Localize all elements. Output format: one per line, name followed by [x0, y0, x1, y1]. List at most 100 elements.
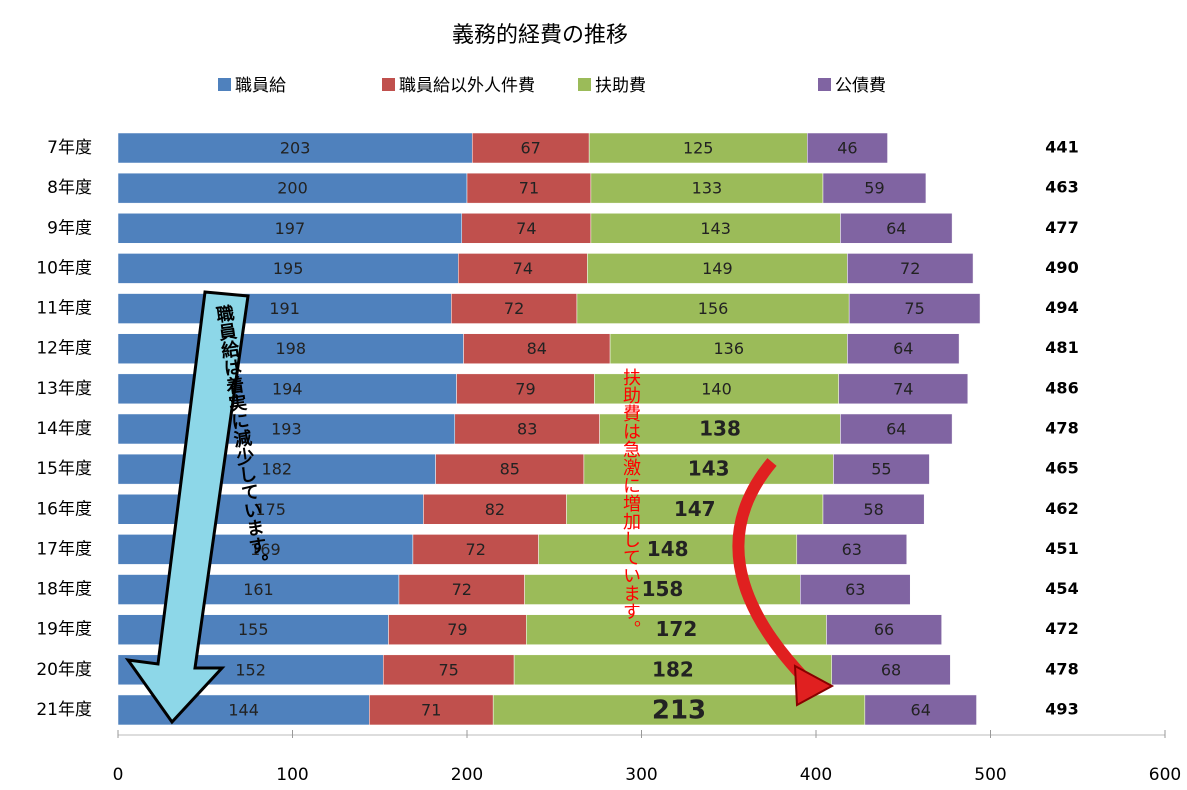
bar-value-label: 200: [277, 179, 308, 198]
bar-value-label: 84: [527, 339, 547, 358]
total-label: 451: [1045, 539, 1078, 558]
bar-segment: [117, 534, 414, 565]
total-label: 494: [1045, 298, 1078, 317]
bar-segment: [831, 654, 951, 686]
bar-value-label: 158: [642, 577, 684, 601]
legend-swatch: [382, 78, 395, 91]
bar-segment: [117, 132, 473, 164]
x-tick-label: 0: [113, 765, 124, 785]
bar-value-label: 71: [421, 700, 441, 719]
x-tick-label: 200: [451, 765, 483, 785]
bar-segment: [822, 494, 925, 525]
y-tick-label: 13年度: [36, 379, 92, 399]
bar-value-label: 79: [447, 620, 467, 639]
bar-value-label: 63: [845, 580, 865, 599]
y-tick-label: 20年度: [36, 660, 92, 680]
y-tick-label: 17年度: [36, 539, 92, 559]
bar-segment: [609, 333, 848, 364]
bar-segment: [117, 172, 468, 204]
bar-segment: [117, 494, 424, 525]
bar-value-label: 138: [699, 416, 741, 440]
bar-value-label: 75: [438, 660, 458, 679]
bar-value-label: 182: [652, 657, 694, 681]
bar-segment: [398, 574, 525, 605]
bar-value-label: 125: [683, 139, 714, 158]
bar-value-label: 72: [504, 299, 524, 318]
bar-value-label: 63: [842, 540, 862, 559]
bar-segment: [599, 413, 841, 445]
bar-segment: [796, 534, 907, 565]
bar-value-label: 161: [243, 580, 274, 599]
y-tick-label: 10年度: [36, 258, 92, 278]
bar-segment: [807, 132, 888, 164]
decrease-arrow: [124, 290, 250, 725]
bar-segment: [471, 132, 590, 164]
x-tick-label: 100: [276, 765, 308, 785]
bar-segment: [838, 373, 969, 405]
bar-value-label: 195: [273, 259, 304, 278]
bar-segment: [848, 293, 981, 324]
bar-value-label: 82: [485, 500, 505, 519]
x-tick-label: 600: [1149, 765, 1181, 785]
total-label: 465: [1045, 459, 1078, 478]
bar-value-label: 72: [452, 580, 472, 599]
total-label: 493: [1045, 699, 1078, 718]
bar-segment: [466, 172, 592, 204]
bar-segment: [847, 333, 960, 364]
bar-value-label: 182: [262, 460, 293, 479]
bar-value-label: 147: [674, 497, 716, 521]
bar-value-label: 203: [280, 139, 311, 158]
y-tick-label: 9年度: [47, 218, 92, 238]
bar-segment: [826, 614, 942, 645]
bar-value-label: 64: [893, 339, 913, 358]
x-tick-label: 300: [625, 765, 657, 785]
bar-segment: [382, 654, 515, 686]
total-label: 478: [1045, 418, 1078, 437]
increase-arrow: [732, 458, 813, 687]
total-label: 477: [1045, 218, 1078, 237]
bar-segment: [822, 172, 927, 204]
bar-segment: [451, 293, 578, 324]
bar-value-label: 71: [519, 179, 539, 198]
annotation-arrows: [124, 290, 835, 725]
bar-segment: [412, 534, 539, 565]
bar-value-label: 136: [713, 339, 744, 358]
bar-segment: [590, 172, 824, 204]
y-tick-label: 19年度: [36, 620, 92, 640]
y-tick-label: 8年度: [47, 178, 92, 198]
bar-value-label: 191: [269, 299, 300, 318]
y-tick-label: 15年度: [36, 459, 92, 479]
bar-value-label: 144: [228, 700, 259, 719]
y-tick-label: 7年度: [47, 138, 92, 158]
legend-label: 扶助費: [595, 76, 646, 96]
bar-value-label: 64: [886, 219, 906, 238]
x-tick-label: 400: [800, 765, 832, 785]
bar-segment: [117, 413, 456, 445]
total-label: 481: [1045, 338, 1078, 357]
y-tick-label: 21年度: [36, 700, 92, 720]
bar-segment: [117, 213, 463, 244]
bar-value-label: 64: [911, 700, 931, 719]
bar-segment: [583, 453, 834, 485]
bar-value-label: 194: [272, 379, 303, 398]
bar-segment: [840, 213, 953, 244]
bar-value-label: 193: [271, 419, 302, 438]
bar-segment: [458, 253, 588, 284]
bar-value-label: 148: [647, 537, 689, 561]
bar-value-label: 143: [688, 457, 730, 481]
bar-value-label: 79: [515, 379, 535, 398]
increase-arrowhead: [793, 664, 835, 707]
total-label: 490: [1045, 258, 1078, 277]
legend-swatch: [218, 78, 231, 91]
total-label: 462: [1045, 499, 1078, 518]
bar-value-label: 169: [250, 540, 281, 559]
bar-segment: [461, 213, 592, 244]
y-tick-label: 11年度: [36, 299, 92, 319]
total-label: 472: [1045, 619, 1078, 638]
bar-segment: [513, 654, 832, 686]
bar-value-label: 133: [692, 179, 723, 198]
bar-value-label: 140: [701, 379, 732, 398]
y-tick-label: 14年度: [36, 419, 92, 439]
bar-value-label: 152: [235, 660, 266, 679]
